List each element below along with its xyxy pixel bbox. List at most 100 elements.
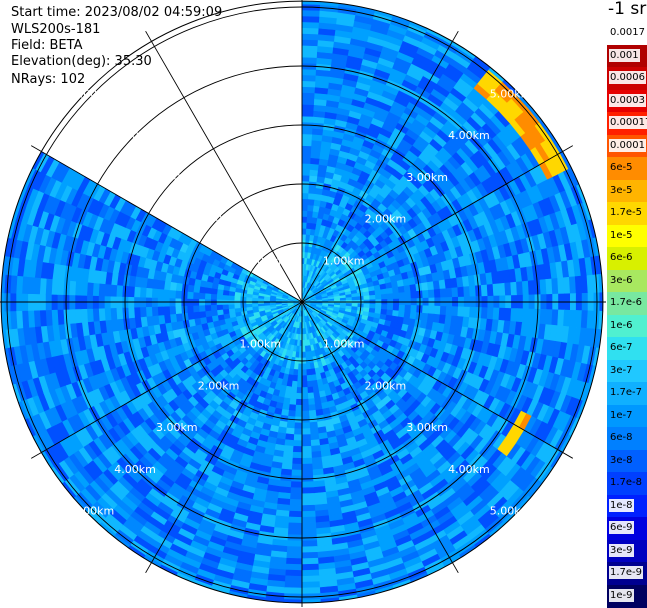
range-gate-cell [139,306,147,318]
range-gate-cell [292,451,303,459]
range-gate-cell [301,157,312,164]
range-gate-cell [392,304,400,312]
range-gate-cell [216,304,224,311]
range-gate-cell [133,286,141,298]
elevation-angle: Elevation(deg): 35.30 [11,54,152,69]
range-gate-cell [285,563,303,571]
range-gate-cell [307,392,315,400]
range-gate-cell [168,305,177,315]
range-gate-cell [392,292,400,300]
colorbar-label: 1e-8 [609,498,634,512]
range-gate-cell [301,15,320,23]
range-gate-cell [284,575,303,583]
range-gate-cell [301,540,318,548]
range-gate-cell [301,98,315,106]
range-gate-cell [210,309,218,317]
range-gate-cell [301,86,316,94]
range-gate-cell [283,439,294,447]
range-gate-cell [410,291,418,299]
range-gate-cell [498,307,506,322]
range-gate-cell [186,291,194,299]
range-gate-cell [305,363,311,371]
range-gate-cell [210,293,218,300]
range-gate-cell [480,307,489,320]
colorbar-label: 1.7e-9 [609,566,644,579]
range-gate-cell [375,294,382,301]
range-gate-cell [301,80,316,88]
range-gate-cell [498,282,506,297]
range-gate-cell [301,162,311,170]
range-gate-cell [293,422,303,430]
range-gate-cell [301,569,320,577]
range-gate-cell [516,308,524,323]
range-gate-cell [251,303,259,307]
range-gate-cell [301,581,320,589]
range-gate-cell [309,163,320,171]
range-gate-cell [301,127,314,135]
range-gate-cell [309,421,318,429]
range-gate-cell [463,306,471,318]
range-gate-cell [245,303,253,308]
range-gate-cell [309,433,320,441]
range-gate-cell [301,21,320,29]
range-gate-cell [374,289,382,296]
range-gate-cell [228,307,236,314]
range-gate-cell [297,369,303,377]
range-gate-cell [86,308,94,323]
range-gate-cell [145,306,153,317]
start-time: Start time: 2023/08/02 04:59:09 [11,5,223,20]
range-gate-cell [422,305,430,315]
colorbar-label: 3e-6 [610,274,633,286]
range-gate-cell [363,295,371,301]
range-gate-cell [301,103,315,111]
range-gate-cell [404,291,412,300]
range-gate-cell [510,308,518,323]
range-gate-cell [301,522,317,530]
range-gate-cell [398,304,406,312]
range-gate-cell [294,410,303,418]
range-gate-cell [386,287,394,295]
range-gate-cell [301,398,309,406]
range-gate-cell [504,307,512,322]
colorbar-label: 1.7e-5 [610,207,643,218]
range-ring-label: 2.00km [198,379,240,392]
colorbar-label: 6e-5 [610,162,633,173]
colorbar-label: 1.7e-6 [610,297,643,308]
colorbar-label: 0.001 [609,48,640,62]
range-gate-cell [292,440,303,447]
colorbar-label: 1e-6 [610,319,633,331]
range-gate-cell [309,175,318,183]
range-ring-label: 2.00km [365,213,407,226]
range-gate-cell [410,305,418,313]
range-gate-cell [301,428,311,436]
range-gate-cell [294,404,303,412]
range-gate-cell [469,306,477,319]
range-gate-cell [98,307,106,322]
range-gate-cell [301,56,318,64]
range-gate-cell [204,310,212,318]
range-gate-cell [445,306,453,317]
range-gate-cell [284,569,303,577]
range-gate-cell [168,289,177,299]
range-gate-cell [301,151,312,159]
range-gate-cell [463,286,471,298]
range-gate-cell [310,439,321,447]
range-gate-cell [301,516,316,524]
range-gate-cell [427,305,436,315]
ppi-plot: 1.00km 2.00km 3.00km 4.00km 5.00km 1.00km 2.00… [0,0,606,607]
range-gate-cell [287,528,303,536]
range-gate-cell [510,281,518,296]
range-gate-cell [301,493,315,501]
range-gate-cell [301,463,313,471]
range-gate-cell [307,198,316,206]
range-gate-cell [527,308,536,324]
range-gate-cell [403,311,412,320]
range-gate-cell [301,27,320,35]
range-gate-cell [301,33,319,41]
colorbar-label: 6e-9 [609,521,634,534]
ray-count: NRays: 102 [11,72,86,87]
range-gate-cell [309,169,319,177]
colorbar-label: 6e-7 [610,342,633,353]
range-gate-cell [68,308,77,324]
range-ring-label: 5.00km [490,505,532,518]
